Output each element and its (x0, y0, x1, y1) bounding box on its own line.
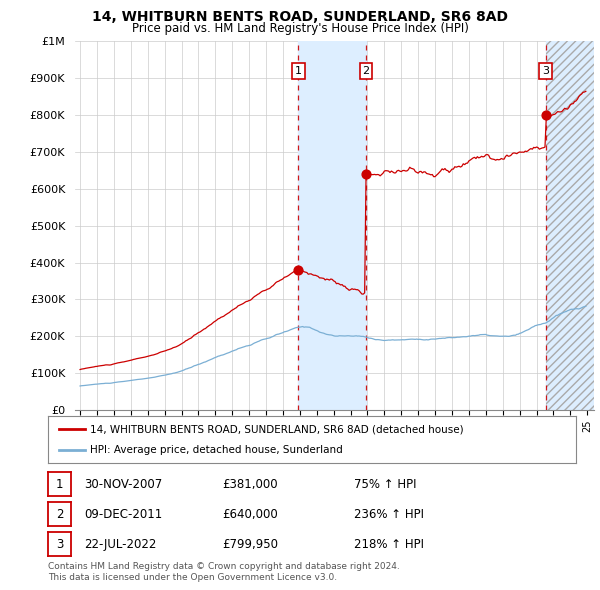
Text: 2: 2 (362, 66, 370, 76)
Text: 3: 3 (542, 66, 549, 76)
Text: 14, WHITBURN BENTS ROAD, SUNDERLAND, SR6 8AD: 14, WHITBURN BENTS ROAD, SUNDERLAND, SR6… (92, 10, 508, 24)
Text: 2: 2 (56, 507, 63, 521)
Text: Price paid vs. HM Land Registry's House Price Index (HPI): Price paid vs. HM Land Registry's House … (131, 22, 469, 35)
Text: £799,950: £799,950 (222, 537, 278, 551)
Text: 22-JUL-2022: 22-JUL-2022 (84, 537, 157, 551)
Text: 218% ↑ HPI: 218% ↑ HPI (354, 537, 424, 551)
Text: HPI: Average price, detached house, Sunderland: HPI: Average price, detached house, Sund… (90, 445, 343, 455)
Text: 14, WHITBURN BENTS ROAD, SUNDERLAND, SR6 8AD (detached house): 14, WHITBURN BENTS ROAD, SUNDERLAND, SR6… (90, 424, 464, 434)
Text: 236% ↑ HPI: 236% ↑ HPI (354, 507, 424, 521)
Text: Contains HM Land Registry data © Crown copyright and database right 2024.
This d: Contains HM Land Registry data © Crown c… (48, 562, 400, 582)
Text: 30-NOV-2007: 30-NOV-2007 (84, 477, 162, 491)
Text: 1: 1 (295, 66, 302, 76)
Text: 3: 3 (56, 537, 63, 551)
Text: £381,000: £381,000 (222, 477, 278, 491)
Text: 1: 1 (56, 477, 63, 491)
Point (293, 265, 303, 274)
Point (361, 169, 371, 179)
Text: 75% ↑ HPI: 75% ↑ HPI (354, 477, 416, 491)
Bar (298, 41, 366, 410)
Text: £640,000: £640,000 (222, 507, 278, 521)
Bar (545, 41, 594, 410)
Point (541, 110, 550, 120)
Text: 09-DEC-2011: 09-DEC-2011 (84, 507, 162, 521)
Bar (545, 41, 594, 410)
